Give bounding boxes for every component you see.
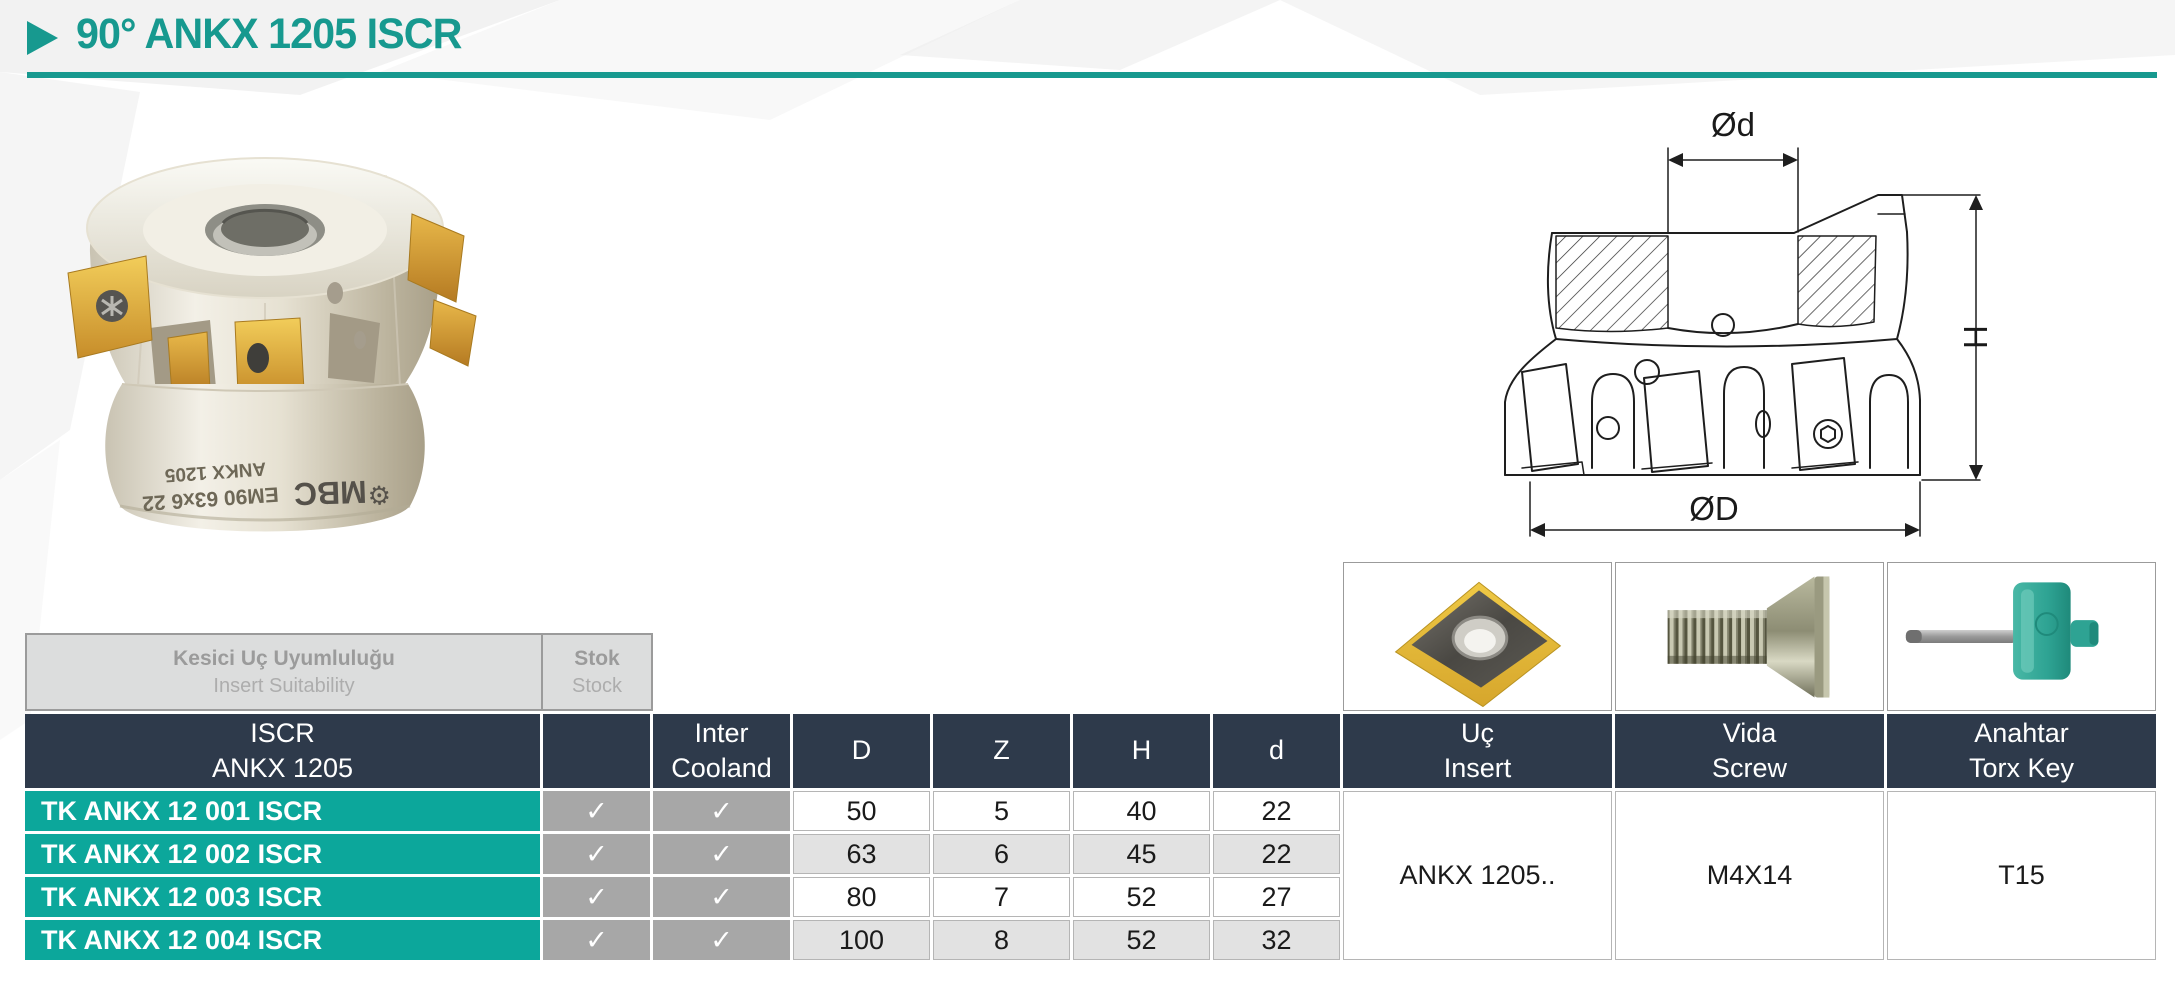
value-H: 52 bbox=[1073, 877, 1210, 917]
model-header-line2: ANKX 1205 bbox=[211, 753, 354, 783]
screw-image-cell bbox=[1615, 562, 1884, 711]
suitability-title-tr: Kesici Uç Uyumluluğu bbox=[173, 647, 395, 671]
coolant-check: ✓ bbox=[653, 877, 790, 917]
column-header-model: ISCR ANKX 1205 bbox=[25, 714, 540, 788]
value-Z: 6 bbox=[933, 834, 1070, 874]
product-photo: ANKX 1205 EM90 63x6 22 MBC ⚙ bbox=[67, 157, 477, 532]
screw-value-cell: M4X14 bbox=[1615, 791, 1884, 960]
suitability-title-en: Insert Suitability bbox=[213, 674, 355, 697]
technical-drawing: Ød H ØD bbox=[1504, 106, 1994, 537]
screw-photo bbox=[1667, 576, 1830, 698]
value-d: 32 bbox=[1213, 920, 1340, 960]
torx-header-en: Torx Key bbox=[1968, 753, 2075, 783]
coolant-header-line1: Inter bbox=[694, 717, 749, 748]
value-D: 50 bbox=[793, 791, 930, 831]
stock-title-tr: Stok bbox=[574, 647, 620, 671]
stock-check: ✓ bbox=[543, 791, 650, 831]
value-d: 27 bbox=[1213, 877, 1340, 917]
value-d: 22 bbox=[1213, 834, 1340, 874]
value-Z: 5 bbox=[933, 791, 1070, 831]
insert-header-tr: Uç bbox=[1461, 717, 1494, 748]
title-underline bbox=[27, 72, 2157, 78]
dim-label-bore: Ød bbox=[1711, 106, 1755, 143]
stock-title-en: Stock bbox=[571, 674, 623, 697]
column-header-coolant: Inter Cooland bbox=[653, 714, 790, 788]
suitability-header: Kesici Uç Uyumluluğu Insert Suitability bbox=[25, 633, 543, 711]
dim-label-diameter: ØD bbox=[1689, 490, 1739, 527]
insert-image-cell bbox=[1343, 562, 1612, 711]
column-header-screw: Vida Screw bbox=[1615, 714, 1884, 788]
screw-header-tr: Vida bbox=[1722, 717, 1777, 748]
gear-icon: ⚙ bbox=[367, 480, 391, 511]
column-header-torx: Anahtar Torx Key bbox=[1887, 714, 2156, 788]
screw-header-en: Screw bbox=[1711, 753, 1787, 783]
column-header-D: D bbox=[793, 714, 930, 788]
torx-value-cell: T15 bbox=[1887, 791, 2156, 960]
value-D: 80 bbox=[793, 877, 930, 917]
column-header-Z: Z bbox=[933, 714, 1070, 788]
stock-check: ✓ bbox=[543, 877, 650, 917]
value-d: 22 bbox=[1213, 791, 1340, 831]
value-H: 52 bbox=[1073, 920, 1210, 960]
insert-header-en: Insert bbox=[1443, 753, 1512, 783]
column-header-H: H bbox=[1073, 714, 1210, 788]
value-Z: 8 bbox=[933, 920, 1070, 960]
title-arrow-icon bbox=[27, 21, 58, 55]
column-header-stock bbox=[543, 714, 650, 788]
column-header-d: d bbox=[1213, 714, 1340, 788]
brand-logo-text: MBC bbox=[293, 474, 367, 513]
torx-key-image-cell bbox=[1887, 562, 2156, 711]
coolant-header-line2: Cooland bbox=[671, 753, 772, 783]
value-D: 100 bbox=[793, 920, 930, 960]
value-H: 45 bbox=[1073, 834, 1210, 874]
coolant-check: ✓ bbox=[653, 920, 790, 960]
stock-check: ✓ bbox=[543, 920, 650, 960]
table-row-name: TK ANKX 12 001 ISCR bbox=[25, 791, 540, 831]
insert-value-cell: ANKX 1205.. bbox=[1343, 791, 1612, 960]
torx-key-photo bbox=[1905, 582, 2099, 680]
table-row-name: TK ANKX 12 004 ISCR bbox=[25, 920, 540, 960]
dim-label-height: H bbox=[1957, 325, 1994, 349]
model-header-line1: ISCR bbox=[250, 717, 315, 748]
insert-photo bbox=[1394, 581, 1562, 708]
column-header-insert: Uç Insert bbox=[1343, 714, 1612, 788]
torx-header-tr: Anahtar bbox=[1974, 717, 2069, 748]
coolant-check: ✓ bbox=[653, 834, 790, 874]
table-row-name: TK ANKX 12 002 ISCR bbox=[25, 834, 540, 874]
table-row-name: TK ANKX 12 003 ISCR bbox=[25, 877, 540, 917]
value-Z: 7 bbox=[933, 877, 1070, 917]
page-title: 90° ANKX 1205 ISCR bbox=[76, 10, 462, 58]
stock-header: Stok Stock bbox=[541, 633, 653, 711]
value-H: 40 bbox=[1073, 791, 1210, 831]
stock-check: ✓ bbox=[543, 834, 650, 874]
value-D: 63 bbox=[793, 834, 930, 874]
coolant-check: ✓ bbox=[653, 791, 790, 831]
